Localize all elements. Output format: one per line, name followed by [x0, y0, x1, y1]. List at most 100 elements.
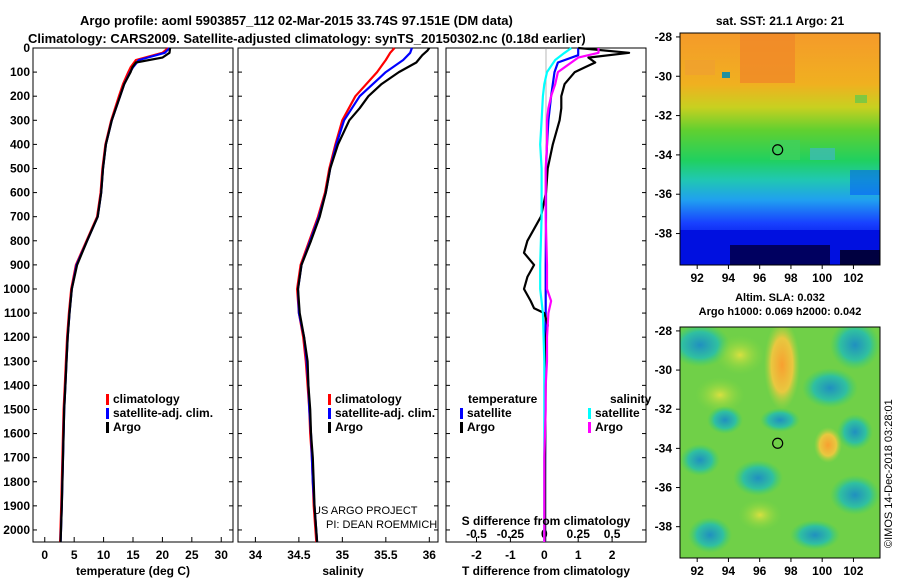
y-tick-label: 200 [10, 89, 30, 103]
y-tick-label: 800 [10, 234, 30, 248]
lon-tick-label: 94 [722, 564, 736, 578]
y-tick-label: 1800 [3, 475, 30, 489]
sla-map-frame [679, 326, 881, 559]
difference-x2label: S difference from climatology [462, 514, 631, 528]
header-line-2: Climatology: CARS2009. Satellite-adjuste… [28, 31, 586, 46]
difference-legend: temperature satellite Argo salinity sate… [460, 392, 652, 434]
lon-tick-label: 102 [843, 271, 863, 285]
salinity-legend: climatology satellite-adj. clim. Argo [328, 392, 435, 434]
lon-tick-label: 98 [784, 271, 798, 285]
sla-map-title-2: Argo h1000: 0.069 h2000: 0.042 [699, 306, 862, 318]
x-tick-label: 34 [249, 548, 263, 562]
lon-tick-label: 100 [812, 564, 832, 578]
y-tick-label: 1200 [3, 330, 30, 344]
y-tick-label: 700 [10, 210, 30, 224]
x2-tick-label: -0.5 [466, 527, 487, 541]
y-tick-label: 1400 [3, 378, 30, 392]
legend-label-climatology: climatology [335, 392, 402, 406]
legend-swatch-s-argo [588, 422, 591, 433]
lon-tick-label: 98 [784, 564, 798, 578]
lat-tick-label: -32 [655, 109, 673, 123]
lat-tick-label: -38 [655, 227, 673, 241]
y-tick-label: 0 [23, 41, 30, 55]
lat-tick-label: -30 [655, 363, 673, 377]
lat-tick-label: -32 [655, 402, 673, 416]
sst-argo-position-marker [772, 144, 784, 156]
x-tick-label: 20 [156, 548, 170, 562]
series-line-climatology [59, 47, 169, 543]
lon-tick-label: 96 [753, 271, 767, 285]
y-tick-label: 1100 [4, 306, 30, 320]
x2-tick-label: -0.25 [497, 527, 525, 541]
sla-argo-position-marker [772, 437, 784, 449]
y-tick-label: 1700 [3, 451, 30, 465]
t-difference-x-axis: -2 -1 0 1 2 [471, 537, 616, 562]
lat-tick-label: -30 [655, 69, 673, 83]
x-tick-label: 34.5 [287, 548, 311, 562]
legend-swatch-satellite [106, 408, 109, 419]
y-tick-label: 500 [10, 161, 30, 175]
series-line-s-argo [543, 48, 600, 542]
legend-swatch-climatology [328, 394, 331, 405]
legend-label-s-satellite: satellite [595, 406, 640, 420]
lat-tick-label: -34 [655, 148, 673, 162]
difference-xlabel: T difference from climatology [462, 564, 630, 578]
legend-swatch-argo [106, 422, 109, 433]
x-tick-label: 2 [609, 548, 616, 562]
series-line-argo [59, 47, 172, 543]
legend-swatch-climatology [106, 394, 109, 405]
lon-tick-label: 100 [812, 271, 832, 285]
legend-label-s-argo: Argo [595, 420, 623, 434]
legend-swatch-t-satellite [460, 408, 463, 419]
sst-map-image [680, 33, 880, 265]
x-tick-label: 36 [423, 548, 437, 562]
lon-tick-label: 94 [722, 271, 736, 285]
x-tick-label: 0 [41, 548, 48, 562]
sst-map-frame [679, 32, 881, 266]
lat-tick-label: -38 [655, 520, 673, 534]
y-tick-label: 300 [10, 113, 30, 127]
y-tick-label: 600 [10, 186, 30, 200]
lat-tick-label: -36 [655, 481, 673, 495]
series-line-satellite-adj-clim- [59, 47, 171, 543]
x2-tick-label: 0.5 [604, 527, 621, 541]
x-tick-label: 25 [185, 548, 199, 562]
legend-swatch-satellite [328, 408, 331, 419]
series-line-argo [296, 47, 431, 543]
salinity-x-axis: 34 34.5 35 35.5 36 [249, 537, 437, 562]
temperature-x-axis: 0 5 10 15 20 25 30 [41, 537, 228, 562]
x-tick-label: -1 [505, 548, 516, 562]
y-tick-label: 1600 [3, 427, 30, 441]
x-tick-label: -2 [471, 548, 482, 562]
lat-tick-label: -36 [655, 187, 673, 201]
sla-map-image [680, 327, 880, 558]
x-tick-label: 10 [97, 548, 111, 562]
credit-project: US ARGO PROJECT [313, 505, 418, 517]
temperature-xlabel: temperature (deg C) [76, 564, 190, 578]
lat-tick-label: -28 [655, 30, 673, 44]
legend-swatch-t-argo [460, 422, 463, 433]
salinity-series [296, 47, 431, 543]
credit-imos: ©IMOS 14-Dec-2018 03:28:01 [883, 399, 895, 548]
credit-pi: PI: DEAN ROEMMICH [326, 519, 437, 531]
lon-tick-label: 102 [843, 564, 863, 578]
y-tick-label: 1500 [3, 402, 30, 416]
sst-map-title: sat. SST: 21.1 Argo: 21 [716, 14, 845, 28]
salinity-xlabel: salinity [322, 564, 364, 578]
pressure-axis: 0 100 200 300 400 500 600 700 800 900 1000 1100 1200… [3, 41, 646, 537]
legend-label-argo: Argo [335, 420, 363, 434]
legend-title-temperature: temperature [468, 392, 538, 406]
salinity-plot-frame [237, 47, 439, 543]
x-tick-label: 5 [71, 548, 78, 562]
y-tick-label: 1900 [3, 499, 30, 513]
x-tick-label: 35 [336, 548, 350, 562]
difference-series [522, 46, 631, 542]
y-tick-label: 100 [10, 65, 30, 79]
lat-tick-label: -28 [655, 324, 673, 338]
legend-title-salinity: salinity [610, 392, 652, 406]
legend-label-t-argo: Argo [467, 420, 495, 434]
lon-tick-label: 92 [691, 271, 705, 285]
legend-label-satellite: satellite-adj. clim. [335, 406, 435, 420]
series-line-s-satellite [539, 47, 573, 542]
